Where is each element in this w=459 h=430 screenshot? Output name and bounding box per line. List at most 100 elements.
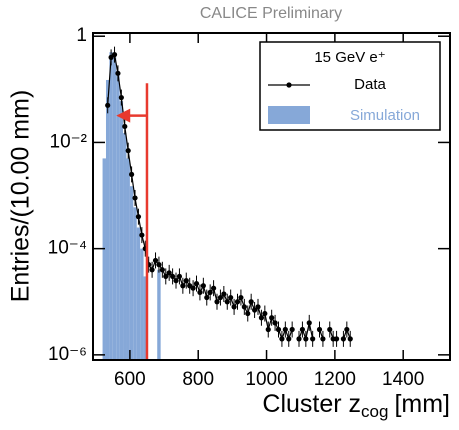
data-point <box>327 326 333 333</box>
data-point <box>265 326 271 333</box>
x-label-sub: cog <box>361 402 388 421</box>
x-tick-label: 1000 <box>245 369 287 390</box>
data-point <box>149 267 155 273</box>
data-point <box>180 283 186 289</box>
x-tick-label: 1200 <box>314 369 356 390</box>
data-point <box>238 294 244 301</box>
data-point <box>111 52 118 58</box>
data-point <box>269 315 275 321</box>
data-point <box>214 299 220 305</box>
data-point <box>118 94 124 101</box>
y-tick-label: 10⁻² <box>50 131 88 152</box>
data-point <box>129 171 135 178</box>
sim-bar <box>116 75 120 360</box>
data-point <box>306 320 312 326</box>
data-point <box>299 326 306 333</box>
x-tick-label: 800 <box>182 369 214 390</box>
data-point <box>190 285 196 291</box>
sim-bar <box>102 158 106 360</box>
cut-arrowhead <box>116 108 131 123</box>
data-point <box>282 326 288 333</box>
x-tick-label: 600 <box>114 369 146 390</box>
sim-bar <box>143 276 147 360</box>
data-point <box>221 291 227 297</box>
sim-bar <box>157 269 161 360</box>
data-point <box>248 299 254 305</box>
data-point <box>241 304 247 310</box>
legend-title: 15 GeV e⁺ <box>314 49 385 66</box>
data-point <box>210 285 217 291</box>
data-point <box>255 304 261 310</box>
data-point <box>296 336 302 342</box>
data-point <box>251 307 258 313</box>
data-point <box>176 273 183 280</box>
x-tick-label: 1400 <box>382 369 424 390</box>
data-point <box>310 336 316 342</box>
sim-bar <box>133 207 137 360</box>
data-point <box>193 280 200 287</box>
sim-bar <box>109 52 113 361</box>
data-point <box>159 267 165 273</box>
data-point <box>245 310 251 317</box>
sim-bar <box>112 57 117 360</box>
data-point <box>183 278 189 284</box>
data-point <box>234 299 241 305</box>
sim-bar <box>126 158 130 360</box>
data-point <box>125 148 131 154</box>
plot-frame <box>92 32 451 361</box>
data-point <box>262 310 268 317</box>
data-point <box>197 289 203 295</box>
sim-bar <box>136 227 141 360</box>
data-point <box>132 195 138 201</box>
data-point <box>173 278 179 284</box>
y-axis-label: Entries/(10.00 mm) <box>7 90 35 303</box>
data-point <box>139 232 145 238</box>
data-point <box>286 336 292 342</box>
data-point <box>135 214 142 220</box>
data-point <box>275 326 282 333</box>
data-point <box>231 304 237 310</box>
data-point <box>105 102 111 108</box>
data-point <box>217 294 224 301</box>
data-point <box>279 336 285 342</box>
data-point <box>333 336 340 342</box>
data-point <box>316 326 323 333</box>
data-point <box>152 257 159 264</box>
data-point <box>163 273 169 280</box>
sim-bar <box>105 79 110 361</box>
data-point <box>122 123 128 130</box>
data-point <box>347 336 353 342</box>
legend-label: Data <box>354 76 386 93</box>
sim-bar <box>140 248 144 360</box>
data-point <box>272 320 278 326</box>
x-axis-label: Cluster zcog [mm] <box>262 390 450 422</box>
data-point <box>156 262 162 268</box>
data-point <box>320 336 326 342</box>
data-point <box>115 70 121 76</box>
data-point <box>344 326 350 333</box>
data-point <box>228 294 234 301</box>
data-point <box>207 289 213 295</box>
data-point <box>340 336 347 342</box>
data-point <box>289 326 295 333</box>
data-point <box>303 336 309 342</box>
y-tick-label: 1 <box>76 25 87 46</box>
y-tick-label: 10⁻⁶ <box>48 344 87 365</box>
data-point <box>200 283 206 289</box>
data-point <box>258 315 265 321</box>
chart-title: CALICE Preliminary <box>200 5 342 22</box>
legend-data-marker <box>286 82 292 88</box>
sim-bar <box>129 186 134 360</box>
x-label-text: Cluster z <box>262 390 361 418</box>
sim-bar <box>119 101 124 361</box>
data-point <box>224 299 230 305</box>
data-point <box>166 270 172 276</box>
legend-label: Simulation <box>350 107 420 124</box>
y-tick-label: 10⁻⁴ <box>48 238 87 259</box>
sim-bar <box>123 133 127 360</box>
data-point <box>204 294 210 301</box>
data-point <box>169 273 176 280</box>
x-label-unit: [mm] <box>394 390 450 418</box>
